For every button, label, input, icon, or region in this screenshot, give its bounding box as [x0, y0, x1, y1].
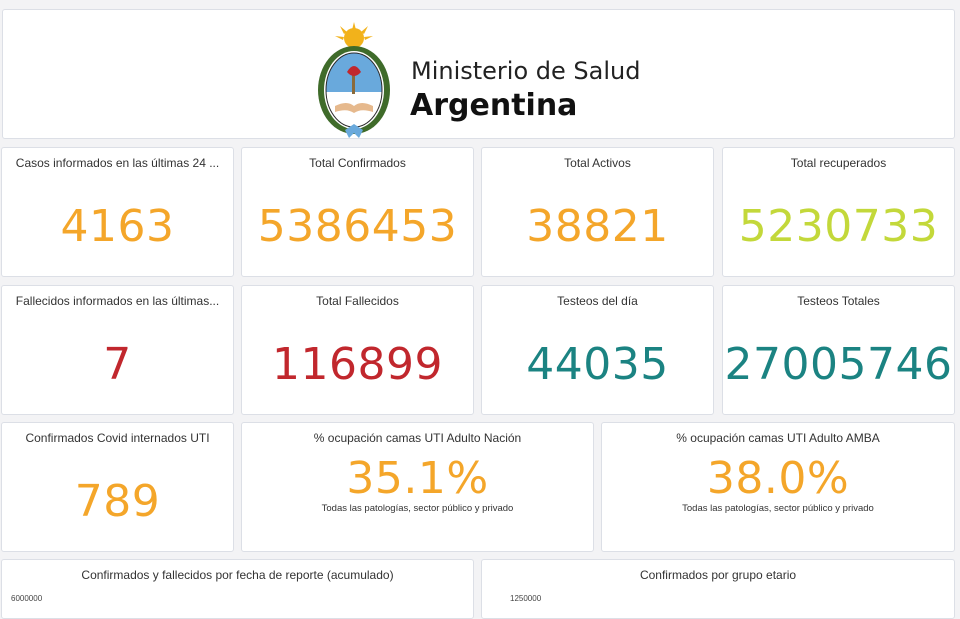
header-line2: Argentina [410, 88, 578, 123]
kpi-ocupacion-uti-amba: % ocupación camas UTI Adulto AMBA 38.0% … [601, 422, 955, 552]
kpi-value: 116899 [272, 339, 443, 390]
kpi-title: Confirmados Covid internados UTI [25, 431, 210, 445]
kpi-title: Testeos del día [557, 294, 638, 308]
kpi-title: Fallecidos informados en las últimas... [15, 294, 220, 308]
kpi-testeos-dia: Testeos del día 44035 [481, 285, 714, 415]
kpi-value: 5386453 [257, 201, 458, 252]
kpi-total-confirmados: Total Confirmados 5386453 [241, 147, 474, 277]
kpi-value: 789 [74, 476, 161, 527]
kpi-internados-uti: Confirmados Covid internados UTI 789 [1, 422, 234, 552]
kpi-fallecidos-24h: Fallecidos informados en las últimas... … [1, 285, 234, 415]
escudo-argentina-icon [317, 20, 391, 140]
kpi-casos-24h: Casos informados en las últimas 24 ... 4… [1, 147, 234, 277]
kpi-title: % ocupación camas UTI Adulto Nación [313, 431, 522, 445]
y-axis-tick: 6000000 [11, 594, 43, 603]
kpi-ocupacion-uti-nacion: % ocupación camas UTI Adulto Nación 35.1… [241, 422, 594, 552]
y-axis-tick: 1250000 [510, 594, 542, 603]
kpi-title: Testeos Totales [797, 294, 880, 308]
chart-panel-confirmados-fallecidos: Confirmados y fallecidos por fecha de re… [1, 559, 474, 619]
chart-panel-grupo-etario: Confirmados por grupo etario 1250000 [481, 559, 955, 619]
kpi-testeos-totales: Testeos Totales 27005746 [722, 285, 955, 415]
kpi-title: Total Fallecidos [316, 294, 399, 308]
chart-title: Confirmados por grupo etario [639, 568, 797, 582]
kpi-value: 35.1% [346, 453, 489, 504]
kpi-subtitle: Todas las patologías, sector público y p… [321, 503, 514, 514]
kpi-total-activos: Total Activos 38821 [481, 147, 714, 277]
kpi-value: 38821 [526, 201, 669, 252]
chart-title: Confirmados y fallecidos por fecha de re… [81, 568, 394, 582]
kpi-value: 27005746 [724, 339, 953, 390]
kpi-title: Casos informados en las últimas 24 ... [15, 156, 220, 170]
kpi-value: 5230733 [738, 201, 939, 252]
kpi-title: % ocupación camas UTI Adulto AMBA [676, 431, 880, 445]
header-line1: Ministerio de Salud [411, 57, 641, 85]
kpi-value: 4163 [60, 201, 175, 252]
kpi-value: 7 [103, 339, 132, 390]
header-panel: Ministerio de Salud Argentina [2, 9, 955, 139]
kpi-value: 38.0% [706, 453, 850, 504]
kpi-total-recuperados: Total recuperados 5230733 [722, 147, 955, 277]
kpi-subtitle: Todas las patologías, sector público y p… [682, 503, 874, 514]
kpi-title: Total recuperados [790, 156, 887, 170]
kpi-title: Total Activos [564, 156, 631, 170]
kpi-value: 44035 [526, 339, 669, 390]
kpi-total-fallecidos: Total Fallecidos 116899 [241, 285, 474, 415]
kpi-title: Total Confirmados [309, 156, 406, 170]
